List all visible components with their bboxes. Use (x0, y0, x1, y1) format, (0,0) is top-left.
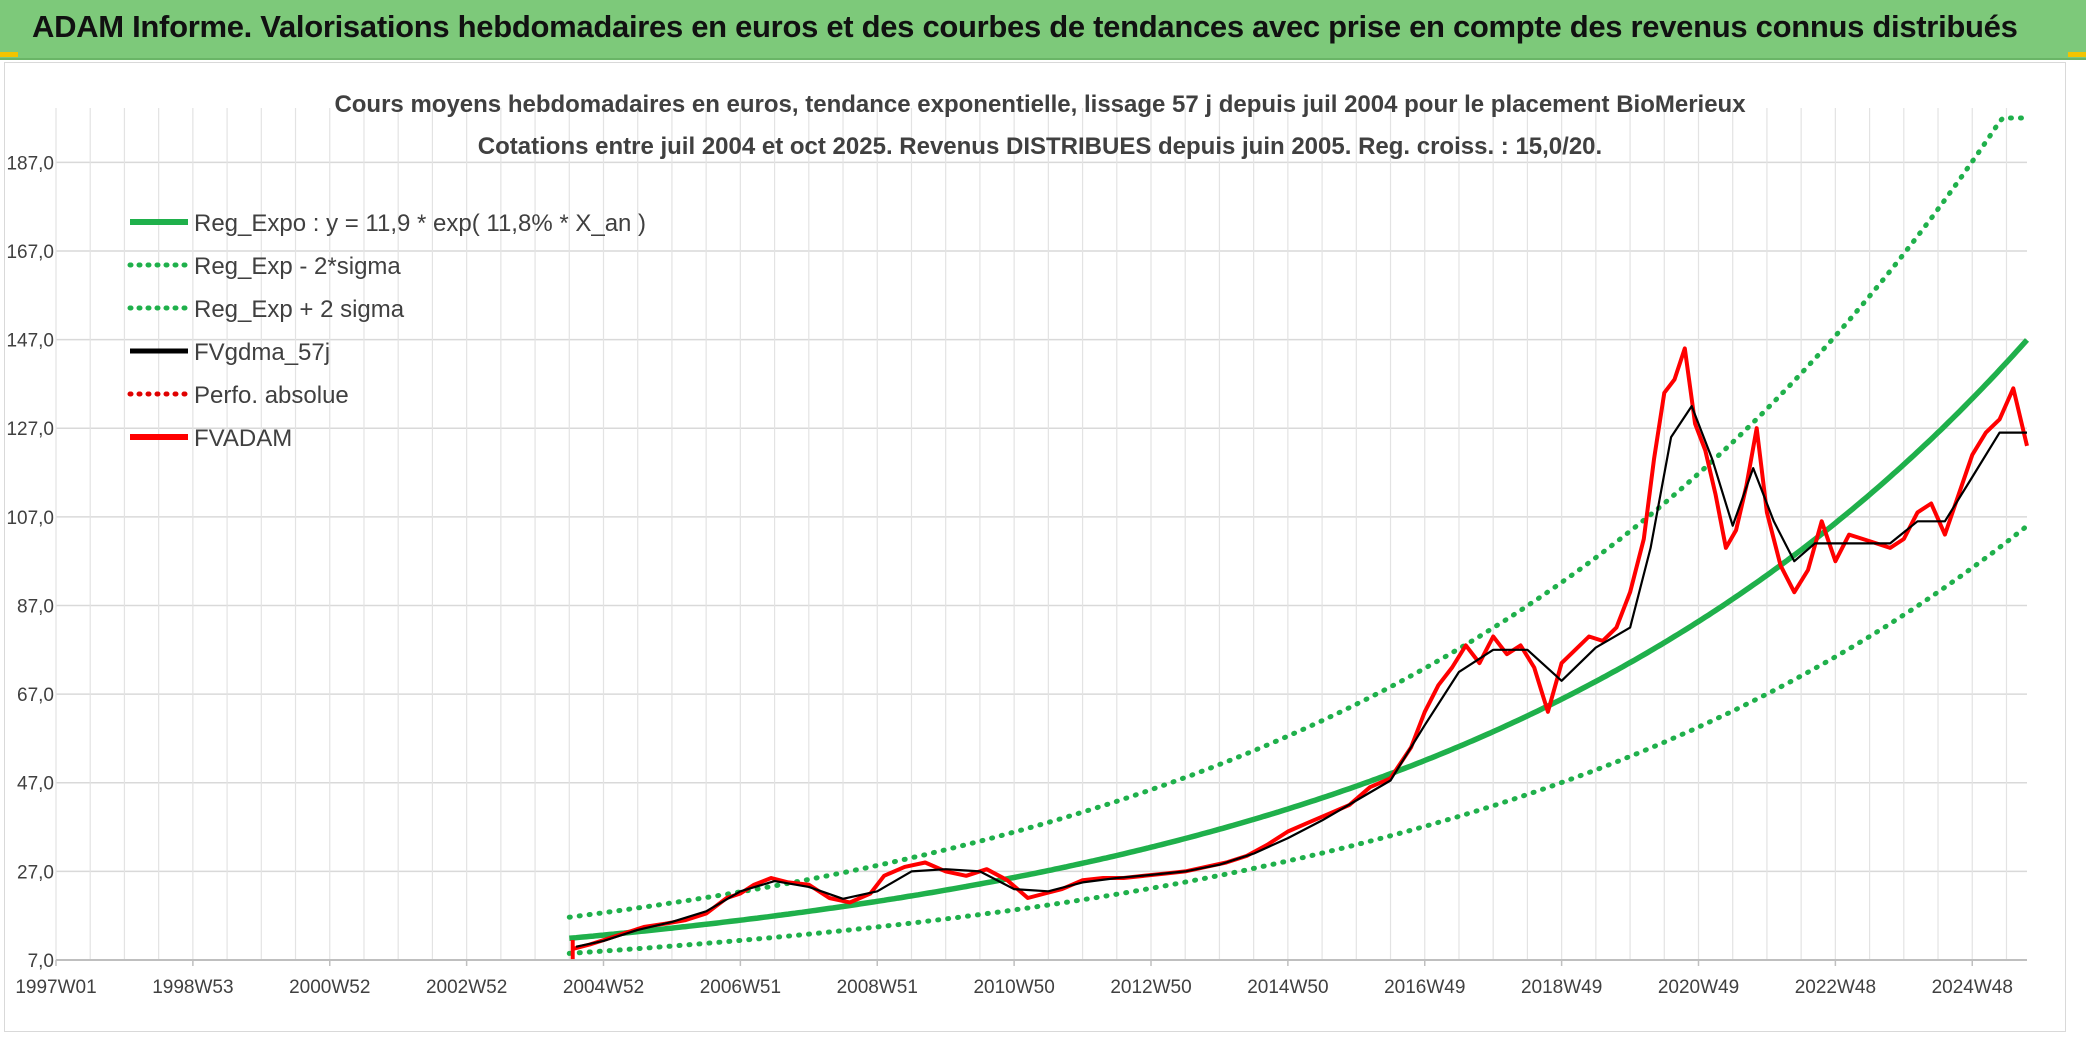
x-tick-label: 2012W50 (1110, 977, 1191, 998)
y-tick-label: 67,0 (17, 685, 54, 706)
x-tick-label: 2006W51 (700, 977, 781, 998)
y-tick-label: 27,0 (17, 862, 54, 883)
series-layer (566, 115, 2030, 960)
legend-label: Reg_Exp - 2*sigma (194, 253, 401, 280)
legend-item: Reg_Expo : y = 11,9 * exp( 11,8% * X_an … (130, 210, 646, 237)
y-tick-label: 7,0 (28, 951, 54, 972)
banner: ADAM Informe. Valorisations hebdomadaire… (0, 0, 2086, 60)
y-tick-labels: 7,0 27,0 47,0 67,0 87,0 107,0 127,0 147,0 167,0 1… (6, 153, 54, 972)
x-tick-label: 2004W52 (563, 977, 644, 998)
x-tick-label: 2018W49 (1521, 977, 1602, 998)
x-tick-label: 2002W52 (426, 977, 507, 998)
banner-title: ADAM Informe. Valorisations hebdomadaire… (32, 9, 2018, 44)
x-tick-label: 2014W50 (1247, 977, 1328, 998)
x-tick-label: 2008W51 (837, 977, 918, 998)
fvgdma-57j-line (575, 405, 2027, 948)
x-tick-label: 2000W52 (289, 977, 370, 998)
corner-mark-right (2068, 52, 2086, 57)
legend-item: Reg_Exp + 2 sigma (127, 296, 405, 323)
y-tick-label: 47,0 (17, 774, 54, 795)
x-tick-labels: 1997W01 1998W53 2000W52 2002W52 2004W52 2006W… (15, 977, 2013, 998)
legend: Reg_Expo : y = 11,9 * exp( 11,8% * X_an … (127, 210, 646, 452)
legend-label: Perfo. absolue (194, 382, 349, 409)
x-tick-label: 2022W48 (1795, 977, 1876, 998)
x-tick-label: 2020W49 (1658, 977, 1739, 998)
legend-label: Reg_Expo : y = 11,9 * exp( 11,8% * X_an … (194, 210, 646, 237)
x-tick-label: 2024W48 (1932, 977, 2013, 998)
reg-exp-minus-2sigma-line (566, 523, 2030, 956)
chart-subtitle: Cotations entre juil 2004 et oct 2025. R… (478, 133, 1602, 160)
legend-label: Reg_Exp + 2 sigma (194, 296, 405, 323)
legend-item: Perfo. absolue (127, 382, 349, 409)
reg-exp-plus-2sigma-line (566, 115, 2030, 920)
legend-item: Reg_Exp - 2*sigma (127, 253, 401, 280)
y-tick-label: 107,0 (6, 508, 54, 529)
reg-expo-line (569, 338, 2030, 942)
chart-title: Cours moyens hebdomadaires en euros, ten… (334, 91, 1746, 118)
x-tick-label: 2010W50 (973, 977, 1054, 998)
fvadam-line (572, 346, 2029, 951)
x-tick-label: 2016W49 (1384, 977, 1465, 998)
x-tick-label: 1998W53 (152, 977, 233, 998)
chart-frame (4, 62, 2066, 1032)
legend-item: FVgdma_57j (130, 339, 330, 366)
legend-label: FVADAM (194, 425, 292, 452)
y-tick-label: 187,0 (6, 153, 54, 174)
corner-mark-left (0, 52, 18, 57)
y-tick-label: 87,0 (17, 596, 54, 617)
legend-item: FVADAM (130, 425, 292, 452)
legend-label: FVgdma_57j (194, 339, 330, 366)
y-tick-label: 147,0 (6, 331, 54, 352)
y-tick-label: 127,0 (6, 419, 54, 440)
x-tick-label: 1997W01 (15, 977, 96, 998)
y-tick-label: 167,0 (6, 242, 54, 263)
